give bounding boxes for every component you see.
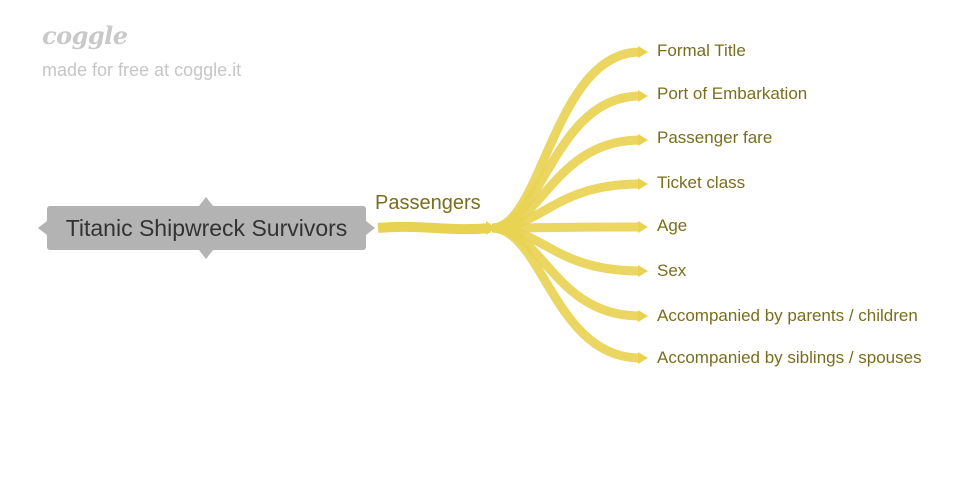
branch-connector-passengers xyxy=(377,221,491,235)
leaf-node-passenger-fare[interactable]: Passenger fare xyxy=(657,128,773,147)
leaf-node-ticket-class[interactable]: Ticket class xyxy=(657,173,746,192)
leaf-connectors xyxy=(491,46,648,364)
leaf-arrow-2 xyxy=(638,134,648,146)
leaf-node-sex[interactable]: Sex xyxy=(657,261,687,280)
root-node-label: Titanic Shipwreck Survivors xyxy=(65,215,348,241)
leaf-connector-3 xyxy=(491,179,641,233)
branch-node-passengers[interactable]: Passengers xyxy=(375,192,481,214)
branch-arrow-passengers xyxy=(486,221,496,235)
root-handle-left[interactable] xyxy=(38,221,47,235)
leaf-node-age[interactable]: Age xyxy=(657,216,688,235)
leaf-node-parents-children[interactable]: Accompanied by parents / children xyxy=(657,306,918,325)
leaf-arrow-0 xyxy=(638,46,648,58)
leaf-arrow-1 xyxy=(638,90,648,102)
leaf-arrow-6 xyxy=(638,310,648,322)
leaf-arrow-3 xyxy=(638,178,648,190)
root-handle-right[interactable] xyxy=(366,221,375,235)
root-handle-top[interactable] xyxy=(199,197,213,206)
coggle-logo: coggle xyxy=(42,21,128,50)
leaf-arrow-5 xyxy=(638,265,648,277)
root-handle-bottom[interactable] xyxy=(199,250,213,259)
leaf-arrow-4 xyxy=(638,221,648,233)
leaf-node-formal-title[interactable]: Formal Title xyxy=(657,41,746,60)
coggle-tagline: made for free at coggle.it xyxy=(42,60,242,80)
coggle-branding: coggle made for free at coggle.it xyxy=(42,22,241,81)
leaf-connector-7 xyxy=(491,223,641,363)
leaf-node-siblings-spouses[interactable]: Accompanied by siblings / spouses xyxy=(657,348,922,367)
leaf-node-port-of-embarkation[interactable]: Port of Embarkation xyxy=(657,84,808,103)
root-node[interactable]: Titanic Shipwreck Survivors xyxy=(47,206,366,250)
leaf-arrow-7 xyxy=(638,352,648,364)
